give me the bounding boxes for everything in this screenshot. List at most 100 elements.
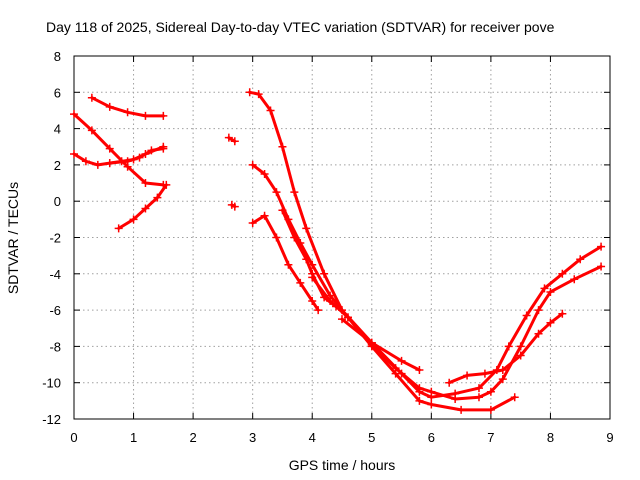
data-point: [70, 150, 78, 159]
data-point: [141, 179, 150, 188]
y-tick-label: 6: [54, 85, 61, 100]
data-series: [70, 88, 606, 414]
data-point: [540, 284, 549, 293]
series-line: [280, 208, 338, 308]
data-point: [486, 405, 495, 414]
data-point: [498, 365, 507, 374]
data-point: [105, 102, 114, 111]
data-point: [147, 146, 156, 155]
data-point: [546, 318, 555, 327]
data-point: [597, 242, 606, 251]
data-point: [159, 111, 168, 120]
data-point: [272, 188, 281, 197]
data-point: [141, 111, 150, 120]
data-point: [123, 157, 132, 166]
y-tick-label: -6: [49, 303, 61, 318]
data-point: [546, 287, 555, 296]
data-point: [522, 311, 531, 320]
data-point: [597, 262, 606, 271]
data-point: [260, 169, 269, 178]
series-track-e: [105, 144, 168, 168]
data-point: [570, 275, 579, 284]
data-point: [415, 396, 424, 405]
data-point: [486, 387, 495, 396]
data-point: [135, 153, 144, 162]
series-track-n: [445, 309, 567, 387]
data-point: [415, 365, 424, 374]
data-point: [343, 313, 352, 322]
x-tick-label: 2: [189, 430, 196, 445]
data-point: [70, 110, 78, 119]
y-tick-label: -2: [49, 231, 61, 246]
y-tick-label: -10: [42, 376, 61, 391]
data-point: [296, 278, 305, 287]
data-point: [81, 157, 90, 166]
data-point: [474, 384, 483, 393]
data-point: [230, 137, 239, 146]
y-tick-label: 4: [54, 122, 61, 137]
data-point: [445, 378, 454, 387]
x-tick-label: 6: [428, 430, 435, 445]
series-track-l: [308, 273, 519, 414]
data-point: [141, 204, 150, 213]
series-line: [340, 317, 421, 372]
chart-title: Day 118 of 2025, Sidereal Day-to-day VTE…: [46, 19, 555, 35]
x-tick-label: 0: [70, 430, 77, 445]
x-tick-label: 8: [547, 430, 554, 445]
y-tick-label: -12: [42, 412, 61, 427]
data-point: [159, 144, 168, 153]
data-point: [558, 309, 567, 318]
data-point: [162, 180, 171, 189]
data-point: [260, 211, 269, 220]
data-point: [391, 369, 400, 378]
data-point: [224, 133, 233, 142]
data-point: [474, 393, 483, 402]
x-tick-label: 5: [368, 430, 375, 445]
data-point: [278, 142, 287, 151]
data-point: [427, 387, 436, 396]
data-point: [338, 315, 346, 324]
data-point: [302, 224, 311, 233]
data-point: [245, 88, 254, 97]
data-point: [498, 375, 507, 384]
data-point: [516, 342, 525, 351]
data-point: [87, 126, 96, 135]
x-tick-label: 4: [309, 430, 316, 445]
data-point: [278, 206, 287, 215]
data-point: [576, 255, 585, 264]
data-point: [114, 224, 123, 233]
data-point: [451, 395, 460, 404]
y-axis: -12 -10 -8 -6 -4 -2 0 2 4 6 8: [42, 49, 610, 427]
data-point: [480, 369, 489, 378]
data-point: [558, 269, 567, 278]
data-point: [534, 306, 543, 315]
data-point: [326, 297, 335, 306]
data-point: [308, 297, 317, 306]
series-track-a: [87, 93, 168, 120]
y-tick-label: -4: [49, 267, 61, 282]
data-point: [248, 160, 257, 169]
data-point: [516, 351, 525, 360]
x-tick-label: 9: [606, 430, 613, 445]
x-tick-label: 3: [249, 430, 256, 445]
data-point: [320, 269, 329, 278]
data-point: [504, 342, 513, 351]
series-track-g: [227, 200, 239, 211]
y-tick-label: 0: [54, 194, 61, 209]
data-point: [367, 338, 376, 347]
x-tick-label: 1: [130, 430, 137, 445]
series-track-j: [248, 211, 323, 315]
y-tick-label: 2: [54, 158, 61, 173]
series-track-f: [224, 133, 239, 146]
data-point: [463, 371, 472, 380]
series-track-i: [248, 160, 606, 404]
data-point: [534, 329, 543, 338]
data-point: [510, 393, 519, 402]
data-point: [290, 188, 299, 197]
y-tick-label: -8: [49, 339, 61, 354]
data-point: [248, 218, 257, 227]
series-line: [310, 275, 517, 412]
data-point: [302, 255, 311, 264]
